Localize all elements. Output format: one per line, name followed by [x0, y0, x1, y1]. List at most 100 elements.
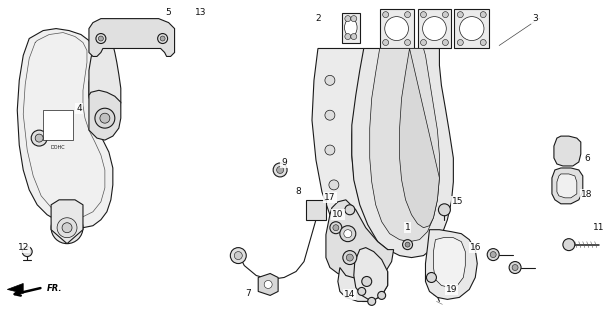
Circle shape [234, 252, 242, 260]
Text: 14: 14 [344, 290, 356, 299]
Circle shape [427, 273, 436, 283]
Text: 8: 8 [295, 188, 301, 196]
Circle shape [230, 248, 246, 264]
Circle shape [344, 230, 352, 238]
Circle shape [420, 12, 427, 18]
Text: 1: 1 [405, 223, 411, 232]
Circle shape [325, 145, 335, 155]
Circle shape [345, 205, 355, 215]
Polygon shape [433, 238, 465, 287]
Ellipse shape [460, 17, 484, 41]
Polygon shape [554, 136, 581, 166]
Circle shape [405, 242, 410, 247]
Polygon shape [338, 268, 387, 301]
Circle shape [273, 163, 287, 177]
Circle shape [346, 254, 353, 261]
Circle shape [99, 36, 103, 41]
Circle shape [35, 134, 43, 142]
Circle shape [487, 249, 499, 260]
Text: 12: 12 [18, 243, 29, 252]
Polygon shape [379, 9, 414, 49]
Circle shape [563, 239, 575, 251]
Polygon shape [51, 200, 83, 244]
Polygon shape [89, 36, 121, 124]
Circle shape [343, 251, 357, 265]
Text: 15: 15 [452, 197, 463, 206]
Circle shape [509, 261, 521, 274]
Text: 5: 5 [166, 8, 171, 17]
Circle shape [345, 16, 351, 22]
Polygon shape [425, 230, 477, 300]
Text: 10: 10 [332, 210, 343, 219]
Polygon shape [326, 200, 394, 279]
Polygon shape [7, 284, 23, 293]
Circle shape [362, 276, 371, 286]
Circle shape [351, 34, 357, 40]
Circle shape [382, 12, 389, 18]
Circle shape [31, 130, 47, 146]
Circle shape [405, 12, 411, 18]
Circle shape [490, 252, 496, 258]
Circle shape [51, 212, 83, 244]
Circle shape [420, 40, 427, 45]
Circle shape [160, 36, 165, 41]
Text: 18: 18 [581, 190, 592, 199]
Ellipse shape [423, 17, 446, 41]
Polygon shape [417, 9, 452, 49]
Circle shape [100, 113, 110, 123]
Circle shape [368, 297, 376, 305]
Polygon shape [89, 90, 121, 140]
Circle shape [264, 280, 272, 288]
Text: 6: 6 [584, 154, 589, 163]
Circle shape [403, 240, 412, 250]
Text: 13: 13 [195, 8, 206, 17]
Polygon shape [306, 200, 326, 220]
Circle shape [57, 218, 77, 238]
Text: 11: 11 [593, 223, 605, 232]
Polygon shape [352, 49, 453, 258]
Polygon shape [400, 49, 439, 228]
Ellipse shape [385, 17, 408, 41]
Text: FR.: FR. [47, 284, 62, 293]
Circle shape [325, 76, 335, 85]
Circle shape [22, 247, 32, 257]
Text: 19: 19 [446, 285, 457, 294]
Polygon shape [557, 174, 577, 198]
Text: 4: 4 [76, 104, 82, 113]
Circle shape [438, 204, 450, 216]
Polygon shape [370, 49, 439, 242]
Circle shape [62, 223, 72, 233]
Text: 17: 17 [324, 193, 335, 202]
Circle shape [96, 34, 106, 44]
Circle shape [442, 12, 449, 18]
Text: 16: 16 [469, 243, 481, 252]
Circle shape [512, 265, 518, 270]
Polygon shape [454, 9, 489, 49]
Circle shape [158, 34, 168, 44]
Circle shape [457, 40, 463, 45]
Circle shape [480, 40, 486, 45]
Circle shape [345, 34, 351, 40]
Text: 3: 3 [532, 14, 538, 23]
Polygon shape [552, 168, 583, 204]
Text: 9: 9 [282, 158, 287, 167]
Circle shape [405, 40, 411, 45]
Polygon shape [17, 28, 113, 228]
Polygon shape [342, 13, 360, 43]
Circle shape [442, 40, 449, 45]
Circle shape [277, 166, 283, 173]
Circle shape [330, 222, 342, 234]
Text: 2: 2 [315, 14, 321, 23]
Polygon shape [354, 248, 387, 301]
Circle shape [329, 180, 339, 190]
Circle shape [480, 12, 486, 18]
Polygon shape [312, 49, 378, 250]
Circle shape [378, 292, 386, 300]
Circle shape [351, 16, 357, 22]
Polygon shape [43, 110, 73, 140]
Text: 7: 7 [245, 289, 251, 298]
Polygon shape [258, 274, 278, 295]
Polygon shape [89, 19, 174, 56]
Circle shape [382, 40, 389, 45]
Circle shape [325, 110, 335, 120]
